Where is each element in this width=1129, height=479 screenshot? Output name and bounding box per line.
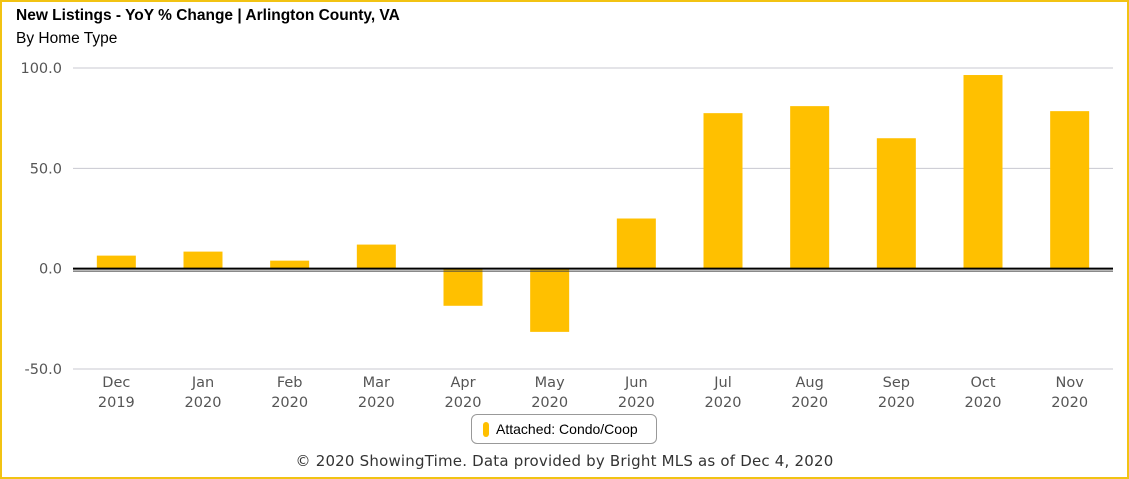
y-axis-ticks: 100.0 50.0 0.0 -50.0 [20,61,62,378]
x-tick-label: Aug [796,375,824,391]
legend-label: Attached: Condo/Coop [496,421,638,437]
x-tick-label: Apr [450,375,475,391]
x-tick-label-year: 2020 [531,395,568,411]
chart-subtitle: By Home Type [16,30,118,47]
x-tick-label-year: 2020 [878,395,915,411]
bar[interactable] [270,260,310,269]
bars [96,75,1090,332]
x-tick-label: May [535,375,565,391]
bar[interactable] [616,218,656,269]
bar[interactable] [963,75,1003,269]
bar[interactable] [183,251,223,269]
y-tick-label: 100.0 [20,61,62,77]
x-tick-label-year: 2020 [1051,395,1088,411]
y-tick-label: 0.0 [39,262,62,278]
x-axis-ticks: Dec 2019 Jan 2020 Feb 2020 Mar 2020 Apr 2020 May 20… [98,375,1088,411]
bar[interactable] [356,244,396,269]
x-tick-label-year: 2020 [445,395,482,411]
bar[interactable] [790,106,830,269]
legend-swatch [483,422,489,437]
x-tick-label-year: 2020 [185,395,222,411]
x-tick-label: Mar [363,375,390,391]
x-tick-label-year: 2020 [271,395,308,411]
gridlines [73,67,1113,370]
zero-line [73,267,1113,272]
x-tick-label: Nov [1056,375,1085,391]
y-tick-label: 50.0 [30,161,62,177]
x-tick-label: Jul [713,375,732,391]
x-tick-label: Jan [191,375,214,391]
bar[interactable] [876,138,916,269]
x-tick-label-year: 2019 [98,395,135,411]
x-tick-label: Sep [883,375,910,391]
x-tick-label-year: 2020 [965,395,1002,411]
x-tick-label-year: 2020 [791,395,828,411]
x-tick-label: Feb [277,375,303,391]
bar[interactable] [1050,111,1090,269]
bar[interactable] [530,268,570,332]
x-tick-label-year: 2020 [705,395,742,411]
bar[interactable] [703,113,743,269]
x-tick-label: Jun [624,375,648,391]
x-tick-label: Dec [102,375,130,391]
x-tick-label-year: 2020 [618,395,655,411]
bar[interactable] [443,268,483,306]
chart-title: New Listings - YoY % Change | Arlington … [16,7,400,24]
footer-credit: © 2020 ShowingTime. Data provided by Bri… [295,452,834,470]
x-tick-label-year: 2020 [358,395,395,411]
bar[interactable] [96,255,136,269]
y-tick-label: -50.0 [24,362,62,378]
x-tick-label: Oct [970,375,995,391]
legend[interactable]: Attached: Condo/Coop [471,414,657,444]
